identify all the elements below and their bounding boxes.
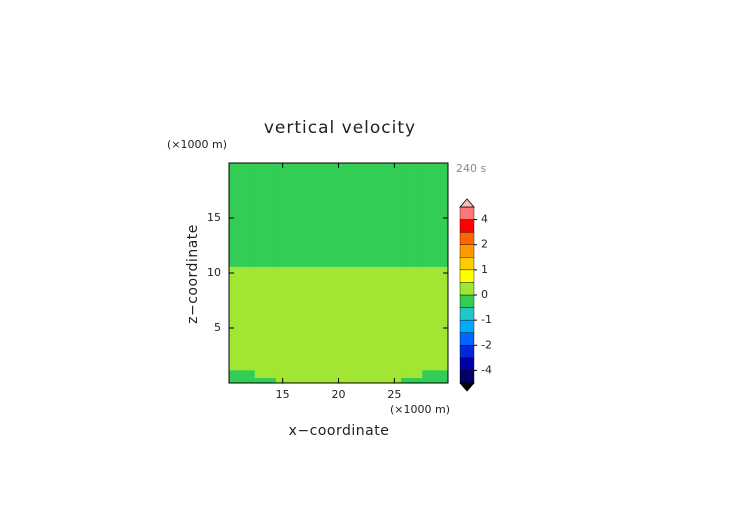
colorbar-segment (459, 357, 475, 371)
field-cell (422, 163, 449, 267)
field-cell (401, 266, 423, 371)
colorbar-tick-label: -4 (481, 363, 492, 376)
y-axis-label: z−coordinate (185, 224, 201, 324)
colorbar-segment (459, 370, 475, 384)
x-axis-label: x−coordinate (289, 423, 390, 439)
time-label: 240 s (456, 162, 486, 175)
field-cell (275, 266, 402, 371)
colorbar-segment (459, 294, 475, 308)
field-cell (401, 377, 423, 384)
y-tick-label: 5 (214, 321, 221, 334)
colorbar-segment (459, 282, 475, 296)
chart-title: vertical velocity (264, 118, 416, 138)
x-tick-label: 25 (387, 388, 401, 401)
field-cell (229, 377, 256, 384)
colorbar-segment (459, 219, 475, 233)
colorbar-segment (459, 319, 475, 333)
field-cell (422, 377, 449, 384)
colorbar-segment (459, 345, 475, 359)
colorbar-extend-max (459, 198, 475, 208)
field-cell (422, 369, 449, 378)
field-cell (254, 266, 277, 371)
field-cell (275, 369, 402, 378)
colorbar-tick-label: -2 (481, 338, 492, 351)
field-cell (275, 163, 402, 267)
y-unit: (×1000 m) (167, 138, 227, 151)
field-cell (229, 266, 256, 371)
field-cell (254, 377, 277, 384)
field-cell (254, 163, 277, 267)
colorbar-tick-label: 4 (481, 213, 488, 226)
colorbar-segment (459, 269, 475, 283)
colorbar-tick-label: 0 (481, 288, 488, 301)
y-tick-label: 10 (207, 266, 221, 279)
field-cell (254, 369, 277, 378)
colorbar-tick-label: 2 (481, 238, 488, 251)
field-cell (422, 266, 449, 371)
colorbar-segment (459, 332, 475, 346)
colorbar-segment (459, 257, 475, 271)
field-cell (229, 163, 256, 267)
colorbar-segment (459, 307, 475, 321)
y-tick-label: 15 (207, 211, 221, 224)
colorbar-extend-min (459, 382, 475, 392)
x-tick-label: 20 (332, 388, 346, 401)
colorbar-tick-label: -1 (481, 313, 492, 326)
x-tick-label: 15 (276, 388, 290, 401)
field-cell (401, 369, 423, 378)
x-unit: (×1000 m) (390, 403, 450, 416)
colorbar-tick-label: 1 (481, 263, 488, 276)
colorbar-segment (459, 244, 475, 258)
field-cell (401, 163, 423, 267)
colorbar-segment (459, 206, 475, 220)
colorbar-segment (459, 231, 475, 245)
field-cell (229, 369, 256, 378)
